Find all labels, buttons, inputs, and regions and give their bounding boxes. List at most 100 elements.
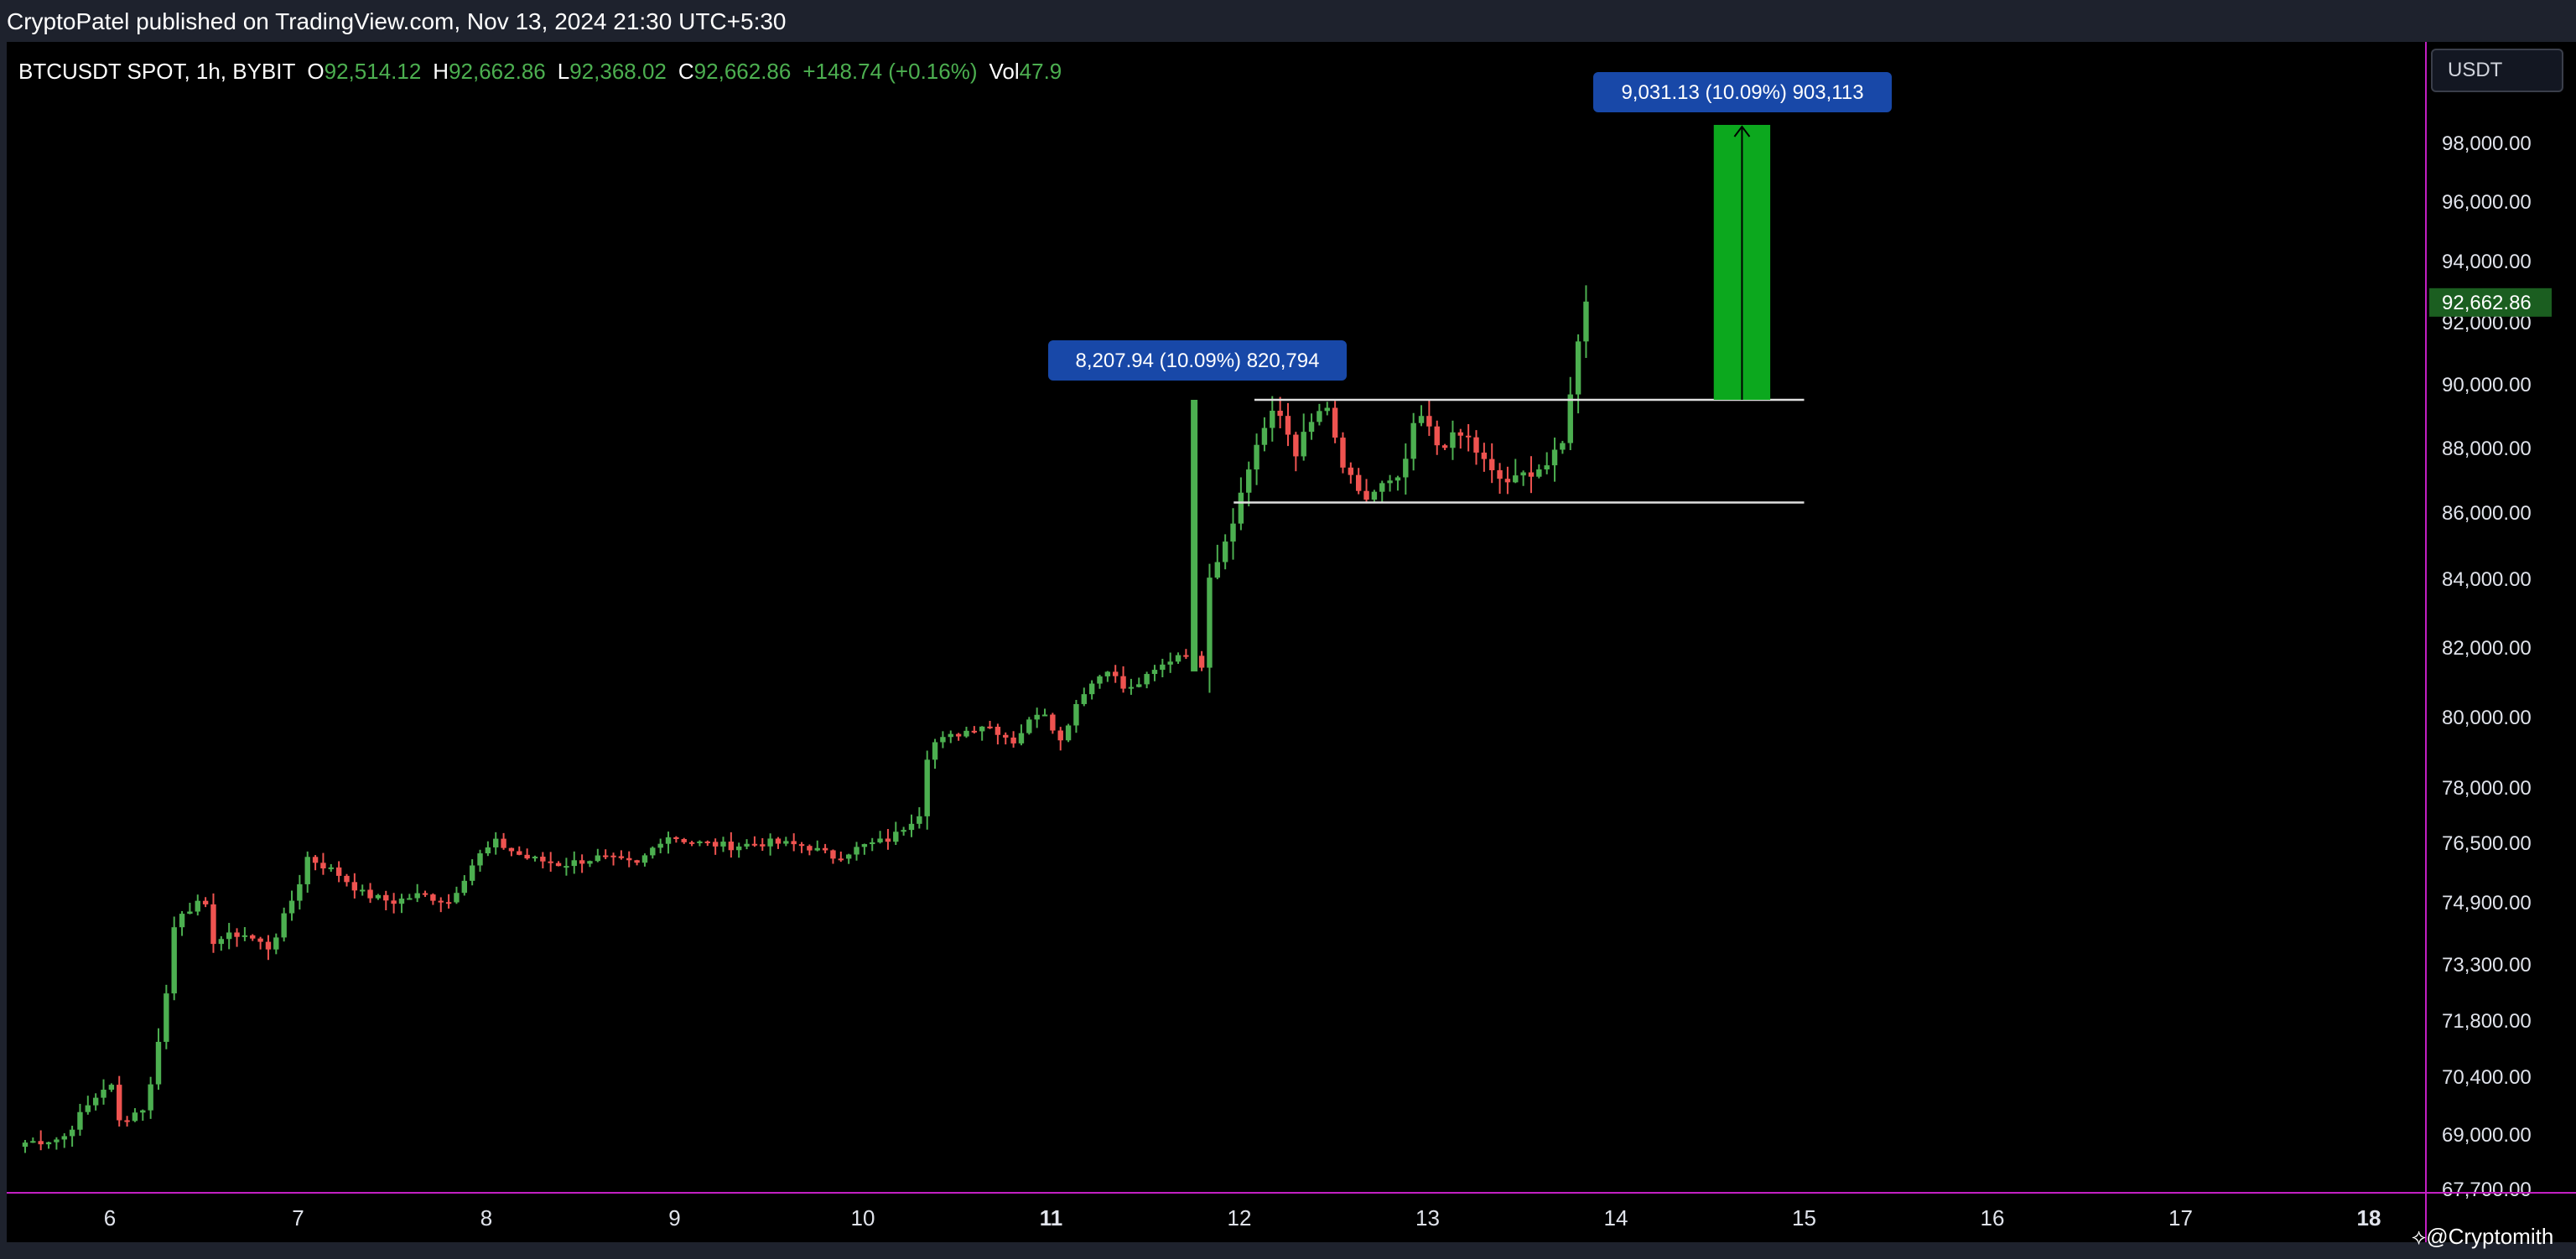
candle (1057, 727, 1063, 751)
symbol-name[interactable]: BTCUSDT SPOT, 1h, BYBIT (18, 59, 296, 84)
candle (124, 1116, 130, 1127)
price-axis[interactable] (2428, 42, 2576, 1242)
candle (1214, 544, 1221, 580)
candle-body (312, 857, 319, 863)
x-tick-label: 11 (1040, 1205, 1063, 1231)
candle-body (1551, 449, 1558, 466)
annotation-label: 9,031.13 (10.09%) 903,113 (1621, 81, 1863, 104)
candle-body (469, 865, 475, 881)
candle (681, 837, 687, 844)
candle (367, 883, 373, 904)
currency-button[interactable]: USDT (2431, 49, 2563, 92)
candle (485, 841, 491, 857)
time-axis[interactable] (7, 1192, 2428, 1242)
candle-body (1544, 465, 1550, 470)
candle-body (1504, 479, 1511, 483)
candle (838, 851, 844, 863)
candle (320, 852, 326, 875)
candle-body (1222, 541, 1228, 562)
x-tick-label: 10 (851, 1205, 875, 1231)
candle (908, 814, 915, 837)
low-label: L (557, 59, 570, 84)
candle-body (744, 843, 750, 847)
candle-body (1214, 562, 1221, 578)
candle-body (814, 847, 820, 851)
candle (1026, 717, 1032, 735)
candle-body (1371, 491, 1378, 500)
x-tick-label: 7 (292, 1205, 304, 1231)
candle (202, 897, 209, 908)
candle-body (1418, 416, 1425, 423)
candle-body (697, 841, 703, 843)
candle (1324, 402, 1330, 416)
y-tick-label: 67,700.00 (2442, 1179, 2532, 1201)
candle-body (1183, 655, 1189, 657)
candle-body (375, 894, 382, 899)
candle-body (893, 832, 899, 842)
candle (555, 861, 562, 867)
candle-body (1441, 445, 1448, 448)
candle (38, 1130, 44, 1151)
candle (77, 1103, 83, 1136)
candle-body (971, 730, 978, 733)
candle (1450, 420, 1456, 460)
candle (1128, 678, 1135, 695)
last-price-tag-bg (2429, 288, 2552, 317)
candle (618, 850, 625, 860)
projection-layer: 8,207.94 (10.09%) 820,794 9,031.13 (10.09… (1048, 72, 1892, 400)
candle-body (1481, 452, 1488, 459)
candle (548, 852, 553, 872)
candle (297, 874, 303, 910)
candle (92, 1093, 99, 1111)
candle-body (22, 1142, 29, 1148)
candle (948, 730, 953, 743)
candle-body (1379, 483, 1385, 492)
candle (438, 897, 444, 913)
volume-label: Vol (989, 59, 1020, 84)
candle (1403, 443, 1409, 495)
candle-body (38, 1141, 44, 1145)
x-axis-labels: 6 7 8 9 10 11 12 13 14 15 16 17 18 (104, 1205, 2381, 1231)
candle (171, 916, 177, 1001)
candle-body (383, 894, 389, 901)
annotation-box (1048, 340, 1347, 381)
candle (626, 851, 632, 868)
candle-body (704, 841, 710, 843)
candle (987, 721, 993, 729)
y-tick-label: 78,000.00 (2442, 777, 2532, 800)
candle-body (1536, 469, 1542, 477)
candle (870, 837, 875, 852)
candle (45, 1141, 52, 1149)
candle-body (767, 838, 773, 847)
candle-body (297, 883, 303, 901)
candle (775, 837, 782, 849)
candle-body (571, 860, 577, 867)
candle (760, 837, 766, 851)
candle (1504, 466, 1511, 495)
author-watermark: ⟡@Cryptomith (2412, 1224, 2553, 1251)
candle (1575, 334, 1581, 414)
candle-body (1120, 676, 1126, 689)
candle-body (281, 913, 287, 938)
candle (288, 890, 295, 921)
candle-body (335, 867, 342, 876)
candle (1175, 652, 1182, 665)
candle-body (1513, 475, 1519, 483)
candle-body (1254, 444, 1259, 470)
candle (791, 833, 797, 852)
chart-area[interactable] (7, 42, 2428, 1192)
candle-body (398, 899, 405, 904)
low-value: 92,368.02 (569, 59, 667, 84)
candle-body (1528, 472, 1535, 477)
candle (657, 838, 663, 853)
candle (1457, 428, 1463, 449)
high-value: 92,662.86 (449, 59, 546, 84)
candle-body (587, 861, 593, 864)
candle-body (257, 938, 263, 942)
candle (1317, 403, 1322, 426)
x-tick-label: 17 (2168, 1205, 2193, 1231)
candle-body (555, 863, 562, 867)
candle (665, 832, 672, 854)
candle-body (1277, 411, 1283, 417)
